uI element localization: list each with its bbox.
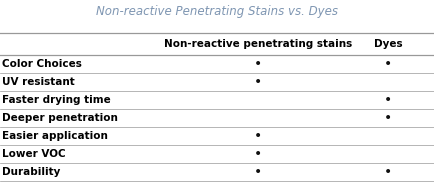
Text: •: •	[384, 93, 393, 107]
Text: •: •	[384, 165, 393, 179]
Text: •: •	[254, 165, 263, 179]
Text: •: •	[254, 147, 263, 161]
Text: •: •	[254, 57, 263, 71]
Text: UV resistant: UV resistant	[2, 77, 75, 87]
Text: Dyes: Dyes	[374, 39, 403, 49]
Text: Color Choices: Color Choices	[2, 59, 82, 69]
Text: Deeper penetration: Deeper penetration	[2, 113, 118, 123]
Text: Easier application: Easier application	[2, 131, 108, 141]
Text: Faster drying time: Faster drying time	[2, 95, 111, 105]
Text: •: •	[254, 129, 263, 143]
Text: Non-reactive penetrating stains: Non-reactive penetrating stains	[164, 39, 352, 49]
Text: Lower VOC: Lower VOC	[2, 149, 66, 159]
Text: Non-reactive Penetrating Stains vs. Dyes: Non-reactive Penetrating Stains vs. Dyes	[96, 5, 338, 18]
Text: •: •	[384, 57, 393, 71]
Text: •: •	[384, 111, 393, 125]
Text: •: •	[254, 75, 263, 89]
Text: Durability: Durability	[2, 167, 61, 177]
